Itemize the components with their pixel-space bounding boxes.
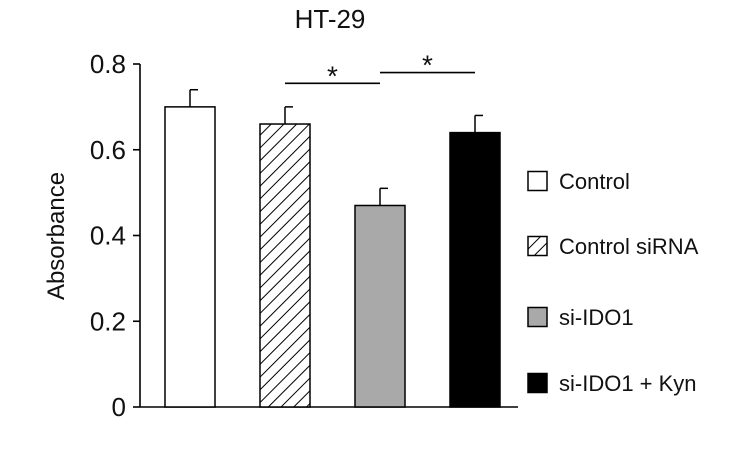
legend-label: Control: [559, 169, 630, 194]
bar: [164, 106, 216, 408]
legend-swatch: [527, 170, 548, 192]
legend-label: si-IDO1 + Kyn: [559, 371, 697, 396]
y-tick-label: 0: [112, 392, 126, 422]
legend-swatch: [527, 372, 548, 394]
legend-swatch: [527, 306, 548, 328]
bars: [164, 106, 501, 408]
error-bars: [189, 88, 483, 206]
legend-label: si-IDO1: [559, 305, 634, 330]
bar: [354, 204, 406, 408]
y-tick-label: 0.8: [90, 49, 126, 79]
y-axis-label: Absorbance: [43, 172, 70, 300]
legend-swatch: [527, 235, 548, 257]
significance-star: *: [327, 60, 338, 91]
y-tick-label: 0.4: [90, 221, 126, 251]
bar: [449, 131, 501, 408]
chart-title: HT-29: [295, 4, 366, 34]
bar: [259, 123, 311, 408]
legend-label: Control siRNA: [559, 234, 699, 259]
y-tick-label: 0.6: [90, 135, 126, 165]
y-tick-label: 0.2: [90, 306, 126, 336]
significance-annotations: * *: [285, 50, 475, 91]
legend: Control Control siRNA si-IDO1 si-IDO1 + Kyn: [527, 169, 699, 396]
significance-star: *: [422, 50, 433, 81]
